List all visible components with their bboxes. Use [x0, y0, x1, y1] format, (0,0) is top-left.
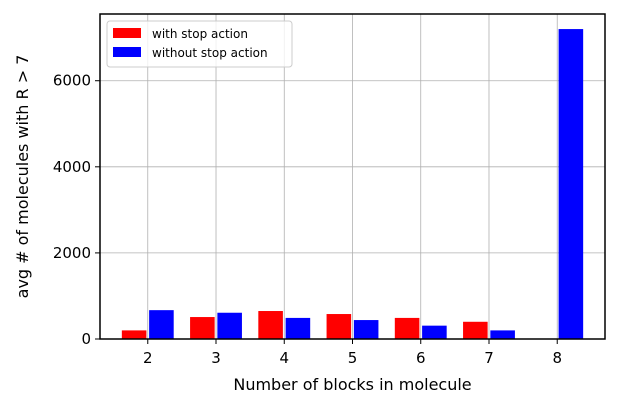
x-tick-label: 7 — [484, 349, 494, 367]
legend-label-with-stop-action: with stop action — [152, 27, 248, 41]
x-tick-label: 5 — [348, 349, 358, 367]
x-tick-label: 3 — [211, 349, 221, 367]
legend-swatch-with-stop-action — [113, 28, 141, 38]
legend: with stop action without stop action — [106, 20, 293, 68]
bar-with-stop-6 — [394, 317, 420, 339]
legend-label-without-stop-action: without stop action — [152, 46, 268, 60]
ticks: 2 3 4 5 6 7 8 0 2000 4000 6000 — [53, 72, 562, 367]
x-axis-label: Number of blocks in molecule — [233, 375, 471, 394]
y-tick-label: 2000 — [53, 244, 91, 262]
bar-with-stop-5 — [326, 314, 352, 339]
x-tick-label: 4 — [279, 349, 289, 367]
y-tick-label: 0 — [81, 330, 91, 348]
bar-without-stop-2 — [149, 310, 174, 339]
bar-without-stop-4 — [285, 317, 311, 339]
y-tick-label: 4000 — [53, 158, 91, 176]
y-tick-label: 6000 — [53, 72, 91, 90]
bar-without-stop-5 — [353, 320, 379, 339]
grid — [100, 14, 605, 340]
y-axis-label: avg # of molecules with R > 7 — [13, 55, 32, 299]
bar-without-stop-6 — [422, 325, 447, 339]
bar-with-stop-3 — [190, 317, 215, 339]
x-tick-label: 2 — [143, 349, 153, 367]
bar-without-stop-3 — [217, 312, 242, 339]
x-tick-label: 8 — [552, 349, 562, 367]
legend-box — [106, 20, 293, 68]
bar-with-stop-7 — [463, 321, 488, 339]
legend-swatch-without-stop-action — [113, 47, 141, 57]
bar-without-stop-7 — [490, 330, 515, 339]
bar-with-stop-2 — [121, 330, 147, 339]
bars — [121, 29, 584, 340]
x-tick-label: 6 — [416, 349, 426, 367]
bar-without-stop-8 — [558, 29, 584, 340]
bar-with-stop-4 — [258, 311, 283, 339]
